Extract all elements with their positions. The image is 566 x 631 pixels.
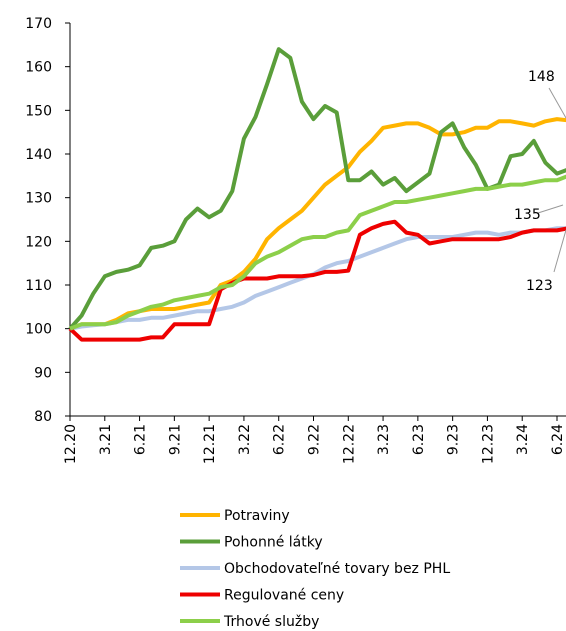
annotation: 135 — [514, 207, 541, 223]
x-tick-label: 9.22 — [307, 424, 323, 455]
x-tick-label: 9.21 — [167, 424, 183, 455]
x-tick-label: 9.23 — [446, 424, 462, 455]
legend-label: Potraviny — [224, 508, 290, 524]
x-tick-label: 12.20 — [63, 424, 79, 464]
y-tick-label: 110 — [25, 278, 52, 294]
legend-label: Trhové služby — [223, 614, 319, 630]
y-tick-label: 140 — [25, 147, 52, 163]
x-tick-label: 12.21 — [202, 424, 218, 464]
x-tick-label: 3.24 — [515, 424, 531, 455]
annotation: 123 — [526, 278, 553, 294]
series-line — [69, 117, 566, 331]
y-tick-label: 130 — [25, 191, 52, 207]
x-tick-label: 12.22 — [341, 424, 357, 464]
y-tick-label: 100 — [25, 322, 52, 338]
series-line — [69, 174, 566, 331]
annotation-leader — [537, 204, 564, 214]
x-tick-label: 6.22 — [272, 424, 288, 455]
annotation-leader — [548, 87, 566, 119]
legend-label: Regulované ceny — [224, 588, 344, 604]
legend-label: Pohonné látky — [224, 535, 323, 551]
annotation-leader — [553, 229, 566, 273]
y-tick-label: 160 — [25, 60, 52, 76]
y-tick-label: 150 — [25, 103, 52, 119]
series-line — [68, 47, 566, 331]
x-tick-label: 12.23 — [480, 424, 496, 464]
series-line — [69, 226, 566, 331]
series-line — [68, 219, 566, 342]
y-tick-label: 80 — [34, 409, 52, 425]
x-tick-label: 6.21 — [133, 424, 149, 455]
y-tick-label: 90 — [34, 365, 52, 381]
legend-label: Obchodovateľné tovary bez PHL — [224, 561, 450, 577]
y-tick-label: 120 — [25, 234, 52, 250]
x-tick-label: 3.23 — [376, 424, 392, 455]
x-tick-label: 3.22 — [237, 424, 253, 455]
x-tick-label: 3.21 — [98, 424, 114, 455]
y-tick-label: 170 — [25, 16, 52, 32]
x-tick-label: 6.23 — [411, 424, 427, 455]
annotation: 148 — [528, 69, 555, 85]
x-tick-label: 6.24 — [550, 424, 566, 455]
